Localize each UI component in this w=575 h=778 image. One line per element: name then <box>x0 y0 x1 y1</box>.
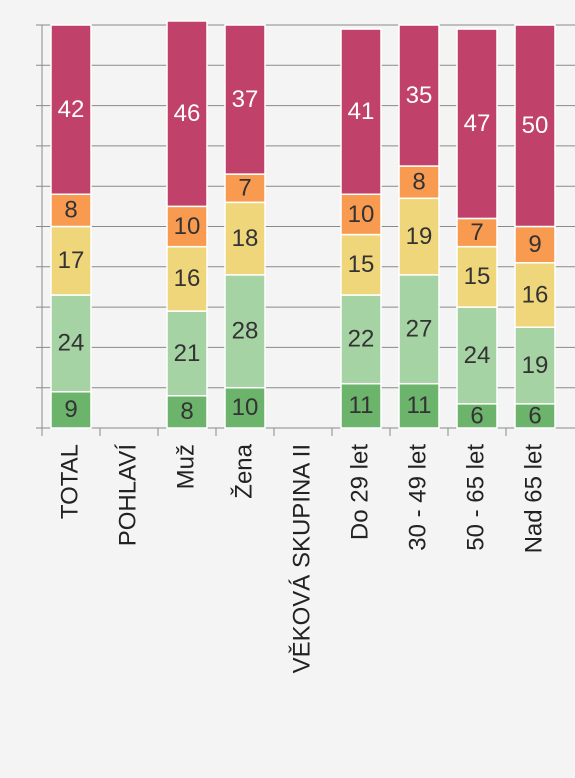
value-label: 50 <box>522 112 549 139</box>
value-label: 7 <box>470 219 483 246</box>
value-label: 7 <box>238 175 251 202</box>
x-tick-label: Do 29 let <box>346 444 373 540</box>
value-label: 19 <box>522 352 549 379</box>
value-label: 16 <box>522 281 549 308</box>
bar-segment <box>224 24 266 175</box>
bar-segment <box>398 24 440 167</box>
value-label: 10 <box>232 394 259 421</box>
value-label: 27 <box>406 316 433 343</box>
bar-segment <box>456 306 498 405</box>
value-label: 10 <box>348 201 375 228</box>
x-tick-label: 50 - 65 let <box>462 444 489 551</box>
bar-segment <box>514 326 556 405</box>
value-label: 9 <box>64 396 77 423</box>
value-label: 18 <box>232 225 259 252</box>
value-label: 15 <box>464 263 491 290</box>
x-tick-label: POHLAVÍ <box>114 444 141 547</box>
value-label: 47 <box>464 110 491 137</box>
bar-segment <box>166 395 208 429</box>
bar-segment <box>340 294 382 385</box>
value-label: 24 <box>464 342 491 369</box>
bar-segment <box>456 403 498 429</box>
bar-segment <box>50 24 92 196</box>
bar-segment <box>398 274 440 385</box>
bar-segment <box>514 403 556 429</box>
value-label: 6 <box>528 402 541 429</box>
x-tick-label: VĚKOVÁ SKUPINA II <box>288 444 315 673</box>
value-label: 22 <box>348 326 375 353</box>
value-label: 11 <box>407 392 432 419</box>
value-label: 16 <box>174 265 201 292</box>
bar-segment <box>340 28 382 196</box>
bar-segment <box>224 201 266 276</box>
bar-segment <box>340 193 382 236</box>
x-tick-label: TOTAL <box>56 444 83 519</box>
value-label: 24 <box>58 330 85 357</box>
value-label: 17 <box>58 247 85 274</box>
x-tick-label: Žena <box>230 443 257 498</box>
bar-segment <box>50 294 92 393</box>
value-label: 35 <box>406 82 433 109</box>
value-label: 37 <box>232 86 259 113</box>
x-tick-label: Nad 65 let <box>520 444 547 554</box>
value-label: 11 <box>349 392 374 419</box>
bar-segment <box>224 274 266 389</box>
bar-segment <box>224 173 266 204</box>
value-label: 6 <box>470 402 483 429</box>
bar-segment <box>514 262 556 328</box>
bar-segment <box>166 20 208 208</box>
value-label: 10 <box>174 213 201 240</box>
bar-segment <box>514 24 556 228</box>
value-label: 19 <box>406 223 433 250</box>
value-label: 42 <box>58 96 85 123</box>
value-label: 41 <box>348 98 375 125</box>
value-label: 8 <box>412 169 425 196</box>
bar-segment <box>50 225 92 296</box>
bar-segment <box>50 193 92 228</box>
bar-segment <box>398 197 440 276</box>
x-tick-label: 30 - 49 let <box>404 444 431 551</box>
bar-segment <box>166 245 208 312</box>
value-label: 21 <box>174 340 201 367</box>
value-label: 8 <box>64 197 77 224</box>
value-label: 46 <box>174 100 201 127</box>
bar-segment <box>456 28 498 220</box>
value-label: 8 <box>180 398 193 425</box>
value-label: 15 <box>348 251 375 278</box>
bar-segment <box>50 390 92 429</box>
x-tick-label: Muž <box>172 444 199 489</box>
bar-segment <box>514 225 556 264</box>
value-label: 9 <box>528 231 541 258</box>
value-label: 28 <box>232 318 259 345</box>
bar-segment <box>340 382 382 429</box>
